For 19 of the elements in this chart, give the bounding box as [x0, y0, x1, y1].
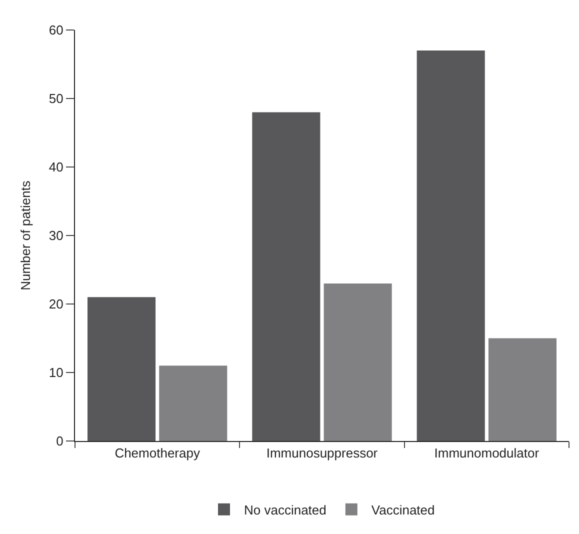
y-tick-label: 40: [48, 160, 64, 175]
x-tick-label: Immunomodulator: [434, 446, 540, 461]
legend-label: No vaccinated: [244, 502, 326, 518]
y-tick-label: 10: [48, 365, 64, 380]
bar: [87, 297, 156, 441]
x-tick-label: Chemotherapy: [114, 446, 200, 461]
y-tick-label: 50: [48, 91, 64, 106]
bar: [252, 112, 320, 441]
x-tick-label: Immunosuppressor: [266, 446, 378, 461]
bar: [416, 50, 485, 441]
bar: [488, 338, 557, 441]
legend-label: Vaccinated: [371, 502, 435, 518]
bar: [159, 366, 228, 441]
y-tick-label: 20: [48, 296, 64, 312]
y-tick-label: 0: [56, 434, 64, 449]
y-axis-title: Number of patients: [18, 180, 33, 290]
y-tick-label: 60: [48, 22, 64, 38]
bar: [324, 283, 392, 441]
y-tick-label: 30: [48, 228, 64, 244]
